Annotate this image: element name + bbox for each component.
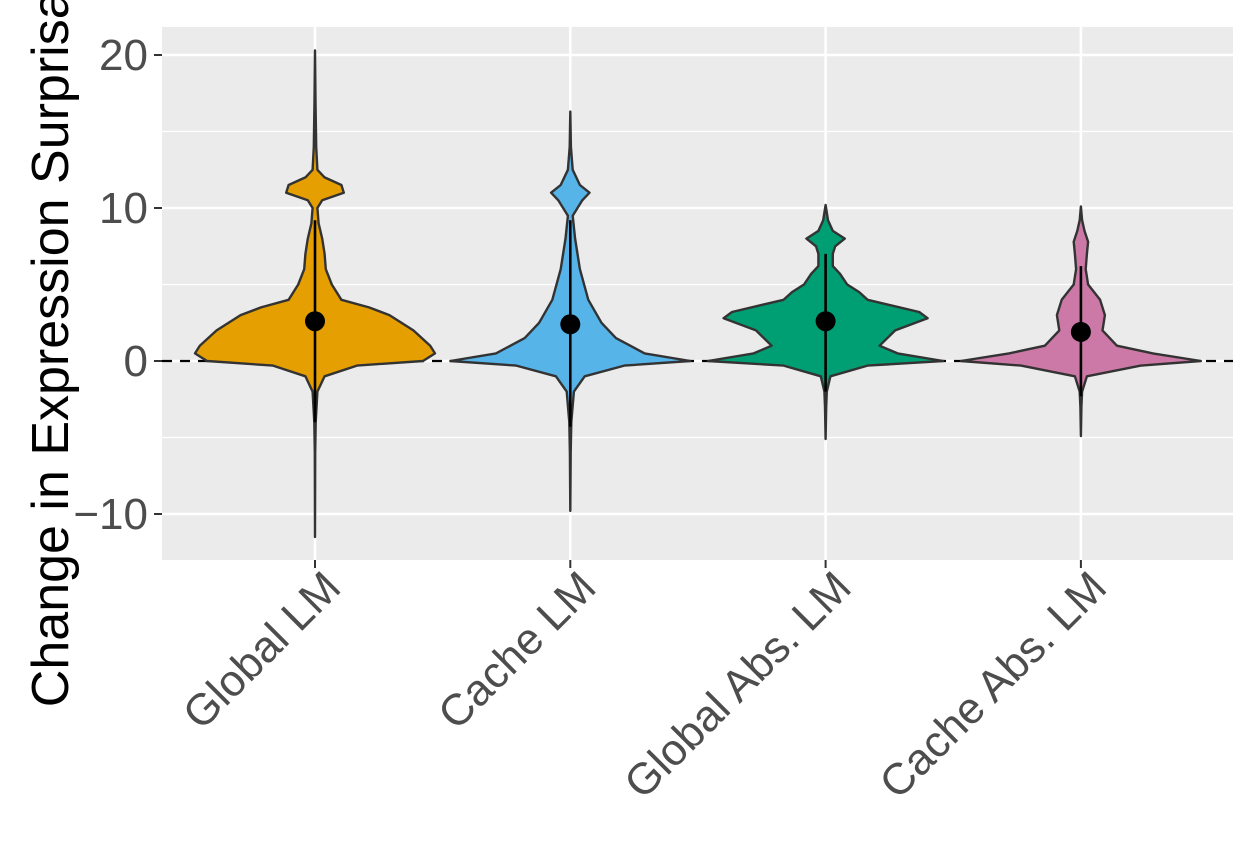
- y-axis-ticks: −10 0 10 20: [73, 31, 162, 539]
- mean-point: [560, 314, 581, 335]
- mean-point: [1070, 321, 1091, 342]
- violin-global-lm: [193, 49, 437, 539]
- x-tick-label: Cache Abs. LM: [870, 562, 1116, 808]
- mean-point: [815, 311, 836, 332]
- mean-point: [305, 311, 325, 332]
- violins: [193, 49, 1203, 539]
- panel-background: [162, 27, 1233, 560]
- y-tick-label: 0: [124, 337, 148, 386]
- y-axis-title: Change in Expression Surprisal: [22, 0, 80, 707]
- y-tick-label: 20: [99, 31, 148, 80]
- violin-cache-lm: [449, 110, 692, 513]
- violin-global-abs-lm: [706, 203, 945, 441]
- y-tick-label: −10: [73, 490, 148, 539]
- violin-cache-abs-lm: [959, 205, 1203, 438]
- x-tick-label: Global Abs. LM: [615, 562, 861, 808]
- y-tick-label: 10: [99, 184, 148, 233]
- x-axis-ticks: Global LM Cache LM Global Abs. LM Cache Abs…: [174, 560, 1116, 808]
- x-tick-label: Global LM: [174, 562, 350, 738]
- x-tick-label: Cache LM: [429, 562, 605, 738]
- minor-gridlines: [162, 130, 1233, 439]
